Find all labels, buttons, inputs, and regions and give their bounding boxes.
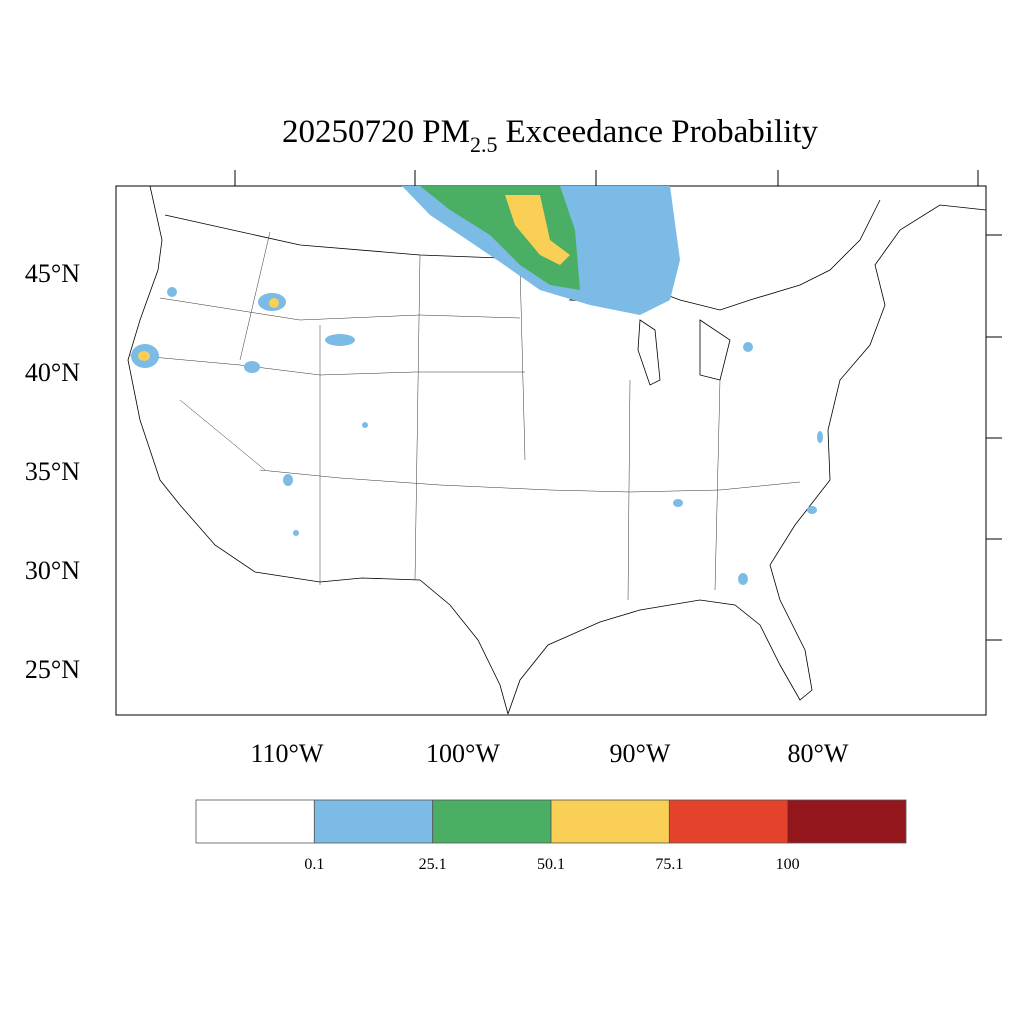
lat-label: 35°N [25,457,80,486]
lat-label: 25°N [25,655,80,684]
blue-spot [167,287,177,297]
yellow-area [505,195,570,265]
colorbar-box [668,799,789,844]
colorbar-box [195,799,315,844]
lat-label: 30°N [25,556,80,585]
colorbar-label: 50.1 [537,856,565,873]
blue-spot [325,334,355,346]
title-main: 20250720 PM [282,114,470,150]
blue-spot [673,499,683,507]
blue-spot [283,474,293,486]
colorbar-label: 75.1 [655,856,683,873]
lon-label: 90°W [610,739,671,768]
state-lines [129,231,801,601]
axis-labels: 45°N 40°N 35°N 30°N 25°N 110°W 100°W 90°W 80°W [25,259,849,768]
yellow-spot [138,351,150,361]
colorbar-box [432,799,552,844]
blue-spot [293,530,299,536]
colorbar-label: 100 [776,856,800,873]
lat-label: 45°N [25,259,80,288]
blue-spot [362,422,368,428]
probability-areas [131,186,823,585]
lon-label: 110°W [251,739,324,768]
title: 20250720 PM2.5 Exceedance Probability [282,114,818,157]
blue-spot [817,431,823,443]
colorbar-box [787,799,907,844]
colorbar-box [313,799,434,844]
blue-spot [743,342,753,352]
blue-spot [738,573,748,585]
colorbar-box [550,799,670,844]
lat-label: 40°N [25,358,80,387]
lon-label: 100°W [426,739,500,768]
title-rest: Exceedance Probability [506,114,819,150]
title-sub: 2.5 [470,132,498,157]
blue-spot [244,361,260,373]
yellow-spot [269,298,279,308]
colorbar: 0.1 25.1 50.1 75.1 100 [195,799,907,873]
frame-ticks [234,170,1002,641]
colorbar-label: 25.1 [419,856,447,873]
lon-label: 80°W [788,739,849,768]
map-area [115,170,1002,716]
blue-spot [807,506,817,514]
colorbar-label: 0.1 [304,856,324,873]
